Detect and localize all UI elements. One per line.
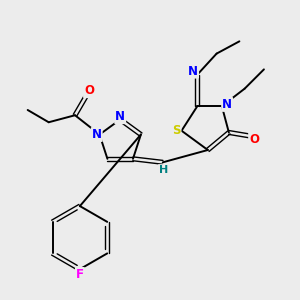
Text: S: S — [172, 124, 181, 136]
Text: F: F — [76, 268, 84, 281]
Text: N: N — [92, 128, 102, 141]
Text: O: O — [249, 133, 259, 146]
Text: N: N — [222, 98, 232, 111]
Text: H: H — [159, 165, 168, 175]
Text: N: N — [188, 64, 198, 78]
Text: N: N — [115, 110, 125, 123]
Text: O: O — [84, 84, 94, 97]
